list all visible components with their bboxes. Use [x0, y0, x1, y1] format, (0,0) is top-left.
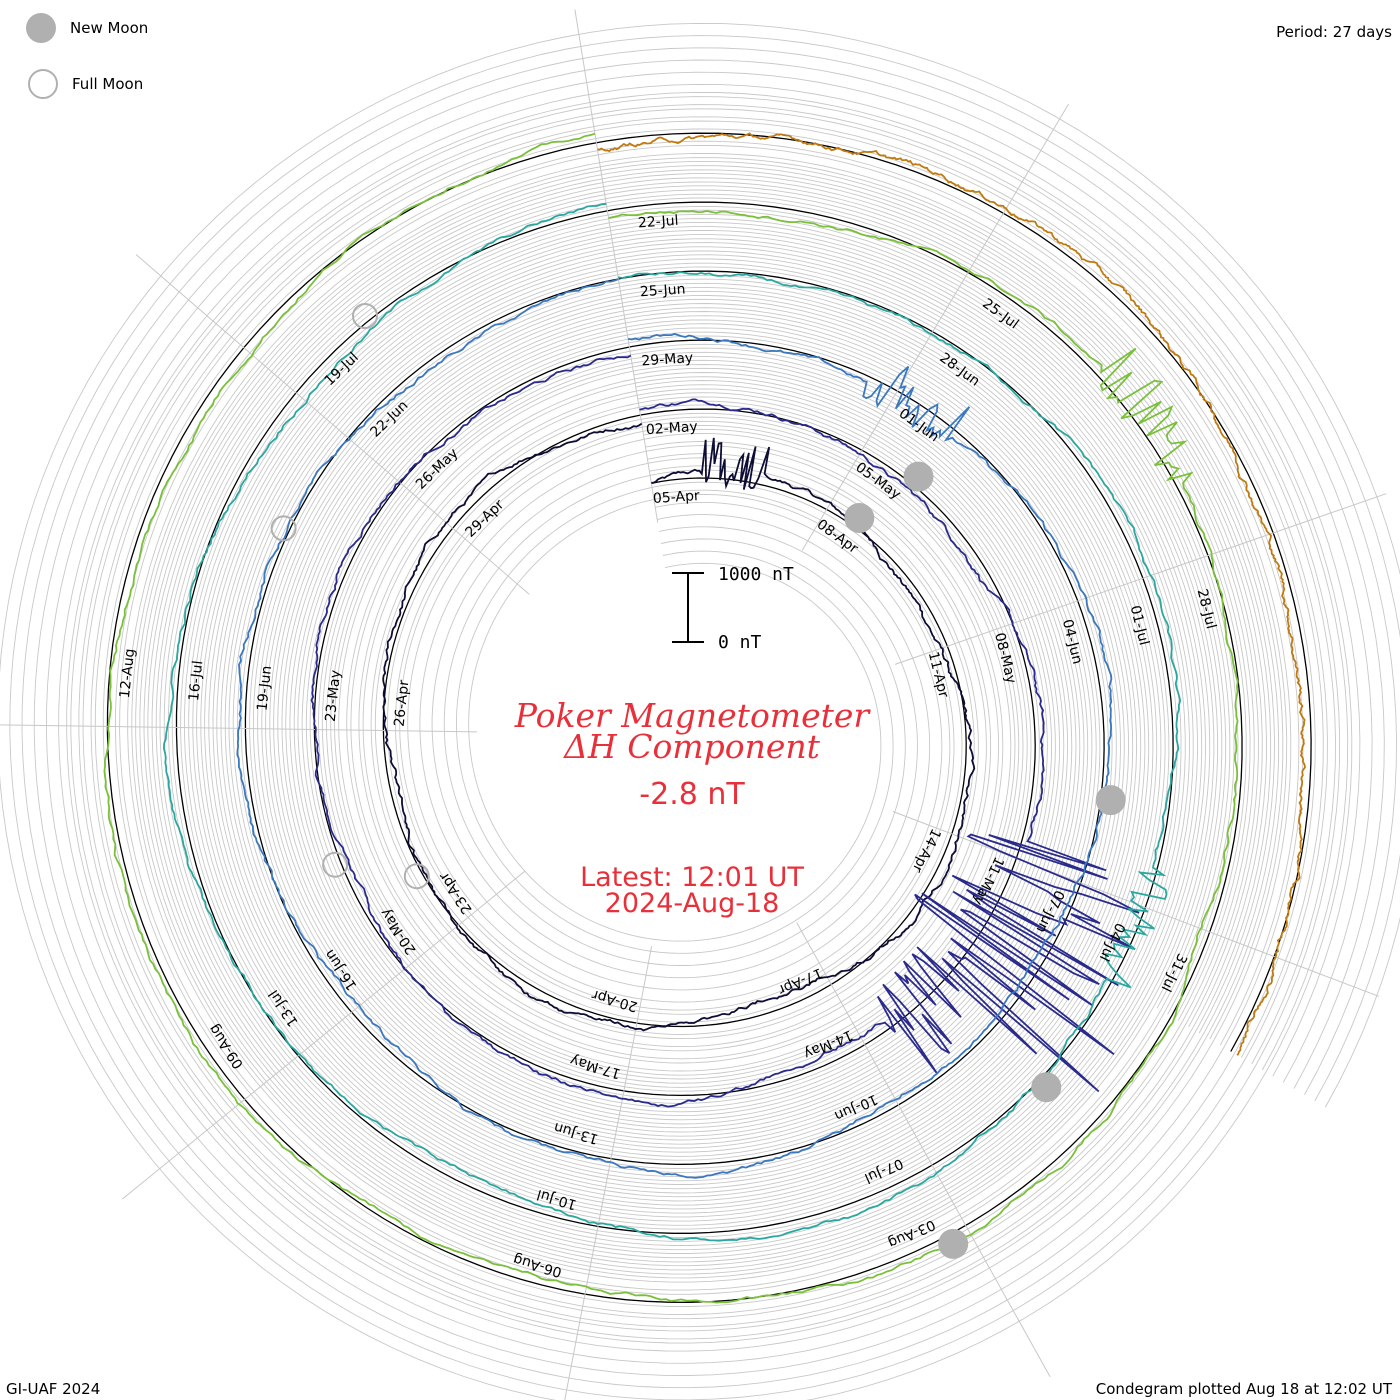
date-label: 02-May	[645, 419, 698, 438]
trace-turn-22-Jul	[103, 132, 1239, 1304]
date-label: 22-Jul	[637, 213, 679, 232]
trace-turn-25-Jun	[162, 202, 1182, 1242]
new-moon-marker	[844, 503, 875, 533]
date-label: 11-Apr	[925, 650, 952, 699]
new-moon-icon	[26, 13, 56, 43]
grid-rings	[0, 22, 1400, 1400]
date-spoke	[801, 103, 1070, 551]
latest-date: 2024-Aug-18	[605, 888, 780, 919]
date-label: 26-Apr	[392, 679, 413, 727]
date-label: 26-May	[413, 445, 461, 492]
grid-spiral	[58, 83, 1361, 1352]
date-label: 05-May	[852, 459, 903, 503]
scale-bar: 1000 nT 0 nT	[672, 564, 794, 653]
legend-full-moon: Full Moon	[28, 69, 143, 99]
new-moon-marker	[938, 1228, 969, 1259]
current-value: -2.8 nT	[639, 777, 745, 812]
grid-spiral	[0, 22, 1400, 1400]
chart-title-line2: ΔH Component	[562, 727, 821, 766]
date-label: 01-Jul	[1127, 604, 1152, 647]
moon-markers	[270, 303, 1126, 1259]
trace-turn-29-May	[236, 278, 1113, 1179]
grid-spiral	[82, 108, 1336, 1328]
grid-spiral	[167, 193, 1251, 1242]
date-spokes	[0, 9, 1387, 1400]
grid-spiral	[33, 59, 1385, 1376]
baseline-spiral	[106, 132, 1312, 1303]
date-spoke	[121, 870, 526, 1200]
grid-spiral	[155, 181, 1263, 1254]
trace-turn-02-May	[310, 354, 1140, 1108]
date-label: 28-Jun	[936, 350, 982, 390]
date-spoke	[564, 946, 653, 1400]
date-label: 19-Jun	[254, 665, 275, 712]
date-spoke	[796, 922, 1051, 1377]
new-moon-marker	[903, 461, 934, 492]
date-label: 01-Jun	[896, 406, 942, 446]
grid-spiral	[94, 120, 1324, 1315]
new-moon-marker	[1031, 1072, 1062, 1103]
grid-spiral	[21, 47, 1397, 1389]
full-moon-marker	[352, 303, 378, 329]
date-spoke	[894, 493, 1387, 665]
full-moon-marker	[270, 515, 297, 542]
grid-spiral	[143, 169, 1275, 1267]
date-spoke	[135, 254, 530, 595]
grid-spiral	[70, 96, 1349, 1340]
scale-bottom-label: 0 nT	[718, 632, 762, 653]
date-label: 16-Jul	[186, 660, 206, 702]
grid-spiral	[131, 157, 1288, 1279]
legend-new-moon-label: New Moon	[70, 19, 149, 37]
trace-turn-05-Apr	[382, 422, 976, 1032]
full-moon-icon	[28, 69, 58, 99]
full-moon-marker	[322, 851, 349, 878]
date-label: 29-Apr	[463, 497, 508, 541]
legend-full-moon-label: Full Moon	[72, 75, 144, 93]
trace-turn-15-Aug	[597, 132, 1306, 1056]
grid-spiral	[119, 144, 1300, 1291]
date-spoke	[574, 9, 659, 523]
latest-time: Latest: 12:01 UT	[580, 862, 804, 893]
date-label: 05-Apr	[652, 488, 700, 507]
date-label: 28-Jul	[1194, 587, 1219, 630]
plotted-label: Condegram plotted Aug 18 at 12:02 UT	[1095, 1380, 1392, 1398]
period-label: Period: 27 days	[1276, 23, 1392, 41]
full-moon-marker	[403, 863, 430, 890]
date-label: 12-Aug	[117, 648, 138, 699]
grid-spiral	[192, 218, 1227, 1218]
date-label: 23-May	[323, 669, 345, 722]
date-label: 11-May	[969, 854, 1006, 908]
chart-title-line1: Poker Magnetometer	[514, 696, 872, 735]
date-label: 23-Apr	[436, 869, 475, 917]
date-spoke	[0, 724, 478, 733]
data-traces	[103, 132, 1306, 1304]
date-label: 10-Jul	[535, 1186, 578, 1213]
center-text: Poker Magnetometer ΔH Component -2.8 nT …	[514, 696, 872, 919]
credit-label: GI-UAF 2024	[6, 1380, 101, 1398]
grid-spiral	[45, 71, 1373, 1364]
new-moon-marker	[1095, 785, 1126, 816]
date-label: 14-May	[801, 1026, 855, 1062]
grid-spiral	[9, 35, 1400, 1400]
date-label: 25-Jun	[639, 281, 685, 300]
scale-top-label: 1000 nT	[718, 564, 794, 585]
date-label: 29-May	[641, 350, 694, 369]
legend-new-moon: New Moon	[26, 13, 148, 43]
